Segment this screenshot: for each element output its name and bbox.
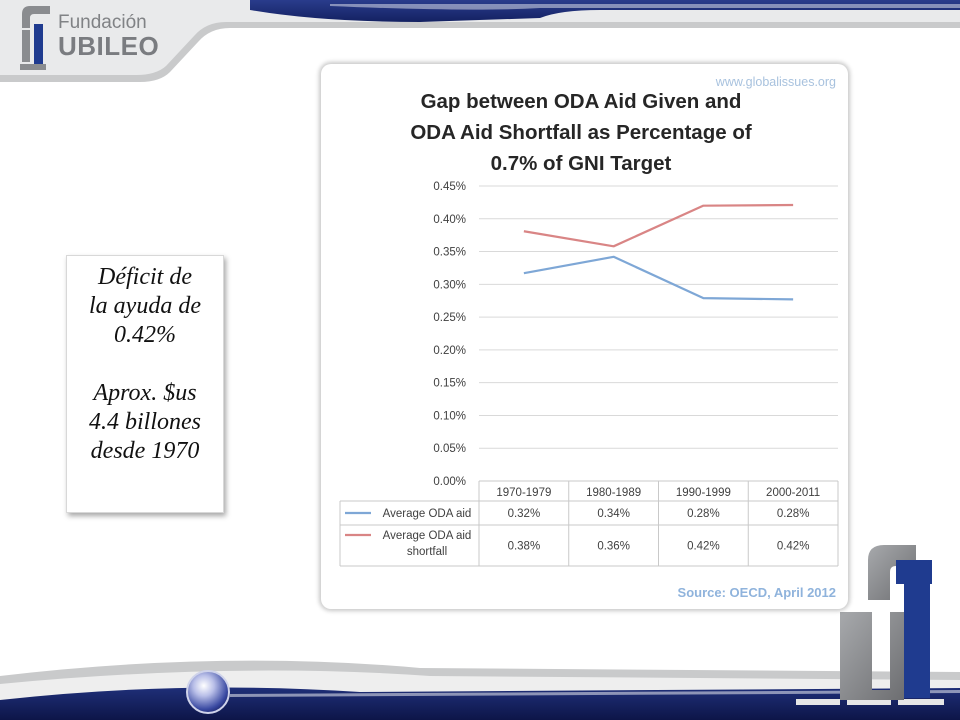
logo-line-2: UBILEO	[58, 31, 160, 61]
y-tick-label: 0.30%	[433, 279, 466, 291]
watermark-text: www.globalissues.org	[715, 75, 836, 89]
x-category-label: 1970-1979	[496, 487, 551, 499]
logo-wordmark: Fundación UBILEO	[58, 13, 159, 59]
series-line-1	[523, 255, 794, 301]
chart-title-line: 0.7% of GNI Target	[491, 152, 672, 175]
y-tick-label: 0.05%	[433, 443, 466, 455]
table-value: 0.42%	[687, 541, 720, 553]
y-tick-label: 0.20%	[433, 345, 466, 357]
orb-icon	[186, 670, 230, 714]
table-value: 0.36%	[597, 541, 630, 553]
x-category-label: 1990-1999	[676, 487, 731, 499]
bottom-band	[0, 660, 960, 720]
y-tick-label: 0.00%	[433, 476, 466, 488]
table-value: 0.42%	[777, 541, 810, 553]
legend-label: Average ODA aid	[383, 508, 472, 520]
brand-mark-icon	[840, 545, 932, 700]
callout-line-2: la ayuda de	[89, 293, 201, 319]
y-tick-label: 0.15%	[433, 378, 466, 390]
table-value: 0.34%	[597, 508, 630, 520]
y-tick-label: 0.25%	[433, 312, 466, 324]
deficit-callout: Déficit de la ayuda de 0.42% Aprox. $us …	[66, 255, 224, 513]
callout-line-6: desde 1970	[90, 438, 200, 464]
logo-line-1: Fundación	[58, 12, 147, 33]
callout-line-1: Déficit de	[98, 264, 192, 290]
y-tick-label: 0.10%	[433, 410, 466, 422]
callout-line-5: 4.4 billones	[89, 409, 201, 435]
callout-line-3: 0.42%	[114, 322, 176, 348]
table-value: 0.28%	[777, 508, 810, 520]
y-tick-label: 0.45%	[433, 181, 466, 193]
chart-title-line: Gap between ODA Aid Given and	[421, 90, 742, 113]
table-value: 0.28%	[687, 508, 720, 520]
table-value: 0.32%	[508, 508, 541, 520]
chart-title-line: ODA Aid Shortfall as Percentage of	[410, 121, 752, 144]
top-band	[0, 0, 960, 82]
y-tick-label: 0.40%	[433, 214, 466, 226]
logo-mark	[20, 6, 50, 70]
legend-label: shortfall	[407, 546, 447, 558]
x-category-label: 1980-1989	[586, 487, 641, 499]
source-text: Source: OECD, April 2012	[678, 585, 836, 600]
callout-line-4: Aprox. $us	[93, 380, 197, 406]
legend-label: Average ODA aid	[383, 530, 472, 542]
chart-card: www.globalissues.org Gap between ODA Aid …	[321, 64, 848, 609]
table-value: 0.38%	[508, 541, 541, 553]
x-category-label: 2000-2011	[766, 487, 820, 499]
y-tick-label: 0.35%	[433, 247, 466, 259]
series-line-2	[523, 203, 794, 248]
